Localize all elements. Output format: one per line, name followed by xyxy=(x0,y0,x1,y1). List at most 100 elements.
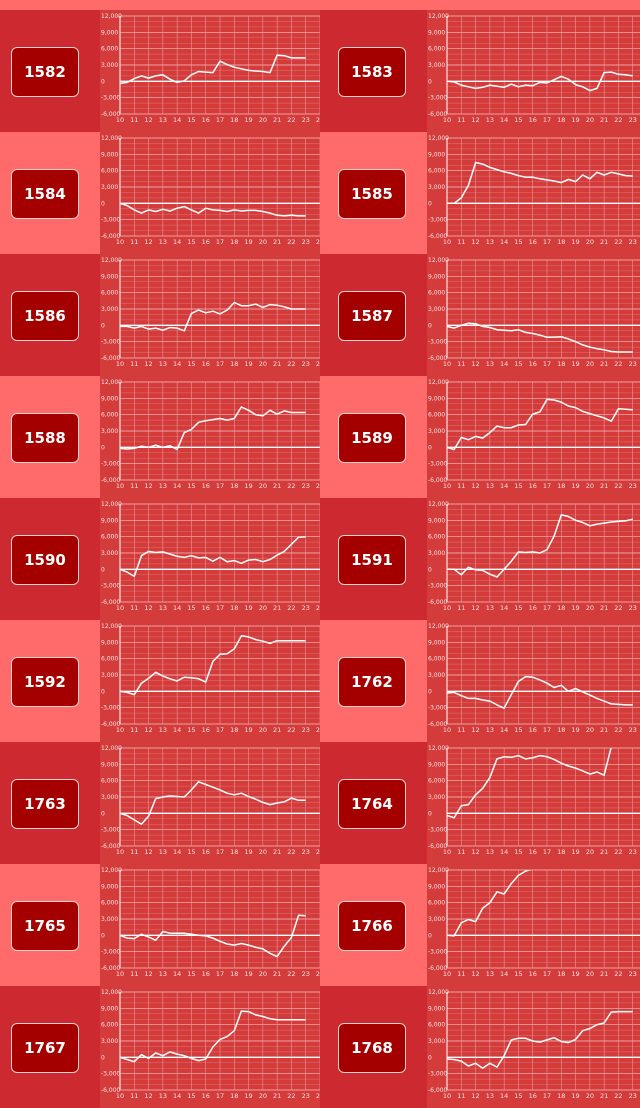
machine-number-button[interactable]: 1764 xyxy=(338,779,406,829)
machine-number-button[interactable]: 1587 xyxy=(338,291,406,341)
machine-number-button[interactable]: 1589 xyxy=(338,413,406,463)
x-tick-label: 11 xyxy=(457,604,465,612)
y-tick-label: -6,000 xyxy=(428,965,448,972)
x-tick-label: 19 xyxy=(244,848,252,856)
x-tick-label: 15 xyxy=(514,482,522,490)
y-tick-label: 9,000 xyxy=(428,29,445,36)
x-tick-label: 17 xyxy=(543,116,551,124)
x-tick-label: 19 xyxy=(571,970,579,978)
machine-number-button[interactable]: 1584 xyxy=(11,169,79,219)
series-line xyxy=(120,54,306,85)
machine-number-button[interactable]: 1767 xyxy=(11,1023,79,1073)
x-tick-label: 21 xyxy=(600,238,608,246)
y-tick-label: 6,000 xyxy=(428,900,445,907)
x-tick-label: 18 xyxy=(230,1092,238,1100)
x-tick-label: 12 xyxy=(144,360,152,368)
x-tick-label: 11 xyxy=(457,1092,465,1100)
machine-number-button[interactable]: 1585 xyxy=(338,169,406,219)
x-tick-label: 17 xyxy=(216,848,224,856)
x-tick-label: 20 xyxy=(586,1092,594,1100)
x-tick-label: 19 xyxy=(571,726,579,734)
x-tick-label: 15 xyxy=(514,238,522,246)
x-tick-label: 11 xyxy=(130,726,138,734)
x-tick-label: 11 xyxy=(130,604,138,612)
machine-number-button[interactable]: 1768 xyxy=(338,1023,406,1073)
x-tick-label: 15 xyxy=(514,1092,522,1100)
plot-background xyxy=(427,864,640,986)
machine-number-button[interactable]: 1582 xyxy=(11,47,79,97)
machine-number-button[interactable]: 1586 xyxy=(11,291,79,341)
series-line xyxy=(447,398,633,451)
x-tick-label: 10 xyxy=(443,1092,451,1100)
x-tick-label: 13 xyxy=(486,238,494,246)
y-tick-label: 6,000 xyxy=(101,46,118,53)
x-tick-label: 12 xyxy=(471,116,479,124)
x-tick-label: 11 xyxy=(130,848,138,856)
machine-number-button[interactable]: 1592 xyxy=(11,657,79,707)
y-tick-label: -6,000 xyxy=(101,599,121,606)
chart-cell: 1763 12,000 9,000 6,000 3,000 0 -3,000 -6,000 10… xyxy=(0,742,320,864)
x-tick-label: 16 xyxy=(529,726,537,734)
y-tick-label: -3,000 xyxy=(101,583,121,590)
y-tick-label: -6,000 xyxy=(101,355,121,362)
x-tick-label: 16 xyxy=(529,482,537,490)
x-tick-label: 15 xyxy=(187,970,195,978)
y-tick-label: 0 xyxy=(428,932,432,939)
x-tick-label: 23 xyxy=(629,482,637,490)
machine-number-button[interactable]: 1590 xyxy=(11,535,79,585)
x-tick-label: 19 xyxy=(571,604,579,612)
x-tick-label: 14 xyxy=(500,848,508,856)
x-tick-label: 22 xyxy=(614,848,622,856)
x-tick-label: 19 xyxy=(244,116,252,124)
x-tick-label: 18 xyxy=(230,726,238,734)
chart-row: 1592 12,000 9,000 6,000 3,000 0 -3,000 -6,000 10… xyxy=(0,620,640,742)
machine-number-button[interactable]: 1583 xyxy=(338,47,406,97)
y-tick-label: -6,000 xyxy=(101,233,121,240)
x-tick-label: 23 xyxy=(629,116,637,124)
x-tick-label: 12 xyxy=(144,604,152,612)
x-tick-label: 13 xyxy=(159,726,167,734)
x-tick-label: 16 xyxy=(202,604,210,612)
y-tick-label: 9,000 xyxy=(101,273,118,280)
y-tick-label: 3,000 xyxy=(428,550,445,557)
x-tick-label: 13 xyxy=(486,360,494,368)
y-tick-label: 9,000 xyxy=(428,273,445,280)
machine-number-button[interactable]: 1763 xyxy=(11,779,79,829)
chart-row: 1586 12,000 9,000 6,000 3,000 0 -3,000 -6,000 10… xyxy=(0,254,640,376)
x-tick-label: 16 xyxy=(529,360,537,368)
y-tick-label: -3,000 xyxy=(101,95,121,102)
x-tick-label: 24 xyxy=(316,1092,320,1100)
x-tick-label: 13 xyxy=(159,116,167,124)
y-tick-label: 9,000 xyxy=(101,883,118,890)
machine-number-button[interactable]: 1765 xyxy=(11,901,79,951)
x-tick-label: 21 xyxy=(273,970,281,978)
y-tick-label: 6,000 xyxy=(428,168,445,175)
x-tick-label: 21 xyxy=(273,482,281,490)
x-tick-label: 17 xyxy=(216,604,224,612)
y-tick-label: 9,000 xyxy=(428,517,445,524)
x-tick-label: 14 xyxy=(173,604,181,612)
x-tick-label: 14 xyxy=(500,604,508,612)
plot-background xyxy=(100,376,320,498)
y-tick-label: -3,000 xyxy=(428,339,448,346)
machine-number-button[interactable]: 1588 xyxy=(11,413,79,463)
y-tick-label: 12,000 xyxy=(101,135,122,142)
x-tick-label: 16 xyxy=(202,238,210,246)
y-tick-label: 12,000 xyxy=(101,623,122,630)
x-tick-label: 22 xyxy=(287,116,295,124)
x-tick-label: 22 xyxy=(287,604,295,612)
y-tick-label: -3,000 xyxy=(428,949,448,956)
x-tick-label: 16 xyxy=(529,970,537,978)
machine-number-button[interactable]: 1766 xyxy=(338,901,406,951)
machine-number-button[interactable]: 1762 xyxy=(338,657,406,707)
x-tick-label: 10 xyxy=(116,970,124,978)
x-tick-label: 23 xyxy=(302,360,310,368)
x-tick-label: 23 xyxy=(629,848,637,856)
y-tick-label: 9,000 xyxy=(101,395,118,402)
machine-number-button[interactable]: 1591 xyxy=(338,535,406,585)
x-tick-label: 12 xyxy=(144,482,152,490)
x-tick-label: 17 xyxy=(543,482,551,490)
plot-background xyxy=(427,620,640,742)
